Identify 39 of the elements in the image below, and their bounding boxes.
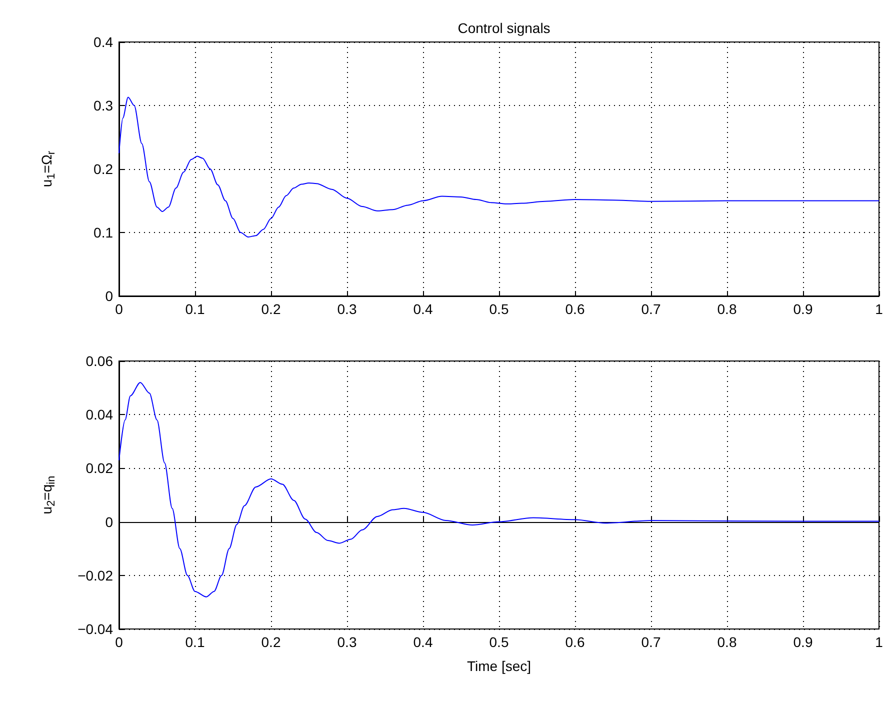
x-tick-label: 0.9 xyxy=(793,301,813,317)
y-tick-label: 0 xyxy=(105,514,114,530)
x-tick-label: 0.1 xyxy=(185,301,205,317)
y-tick-label: 0.2 xyxy=(94,161,114,177)
x-tick-label: 1 xyxy=(875,634,884,650)
line-series xyxy=(118,96,880,238)
y-tick-label: −0.02 xyxy=(78,567,114,584)
x-tick-label: 0.4 xyxy=(413,634,433,650)
x-tick-label: 1 xyxy=(875,301,884,317)
x-tick-label: 0.6 xyxy=(565,301,585,317)
y-tick-label: 0.4 xyxy=(94,34,114,50)
x-tick-label: 0.6 xyxy=(565,634,585,650)
line-series xyxy=(118,382,880,598)
x-axis-title: Time [sec] xyxy=(466,658,532,674)
y-tick-label: 0.04 xyxy=(86,406,114,423)
x-tick-label: 0.1 xyxy=(185,634,205,650)
y-tick-label: 0.1 xyxy=(94,224,114,240)
x-tick-label: 0.2 xyxy=(261,301,281,317)
x-tick-label: 0.9 xyxy=(793,634,813,650)
y-tick-label: 0.3 xyxy=(94,98,114,114)
x-tick-label: 0.4 xyxy=(413,301,433,317)
x-tick-label: 0.8 xyxy=(717,301,737,317)
chart-title: Control signals xyxy=(458,20,550,36)
y-tick-label: 0 xyxy=(105,288,114,304)
x-tick-label: 0.3 xyxy=(337,301,357,317)
y-tick-label: 0.06 xyxy=(86,353,114,369)
x-tick-label: 0.2 xyxy=(261,634,281,650)
x-tick-label: 0.8 xyxy=(717,634,737,650)
x-tick-label: 0 xyxy=(115,634,124,650)
x-tick-label: 0.5 xyxy=(489,301,509,317)
x-tick-label: 0 xyxy=(115,301,124,317)
y-axis-title: u1=Ωr xyxy=(38,150,58,188)
y-axis-title: u2=qin xyxy=(38,476,58,514)
x-tick-label: 0.5 xyxy=(489,634,509,650)
x-tick-label: 0.7 xyxy=(641,634,661,650)
y-tick-label: −0.04 xyxy=(78,621,114,637)
x-tick-label: 0.3 xyxy=(337,634,357,650)
x-tick-label: 0.7 xyxy=(641,301,661,317)
y-tick-label: 0.02 xyxy=(86,460,114,476)
